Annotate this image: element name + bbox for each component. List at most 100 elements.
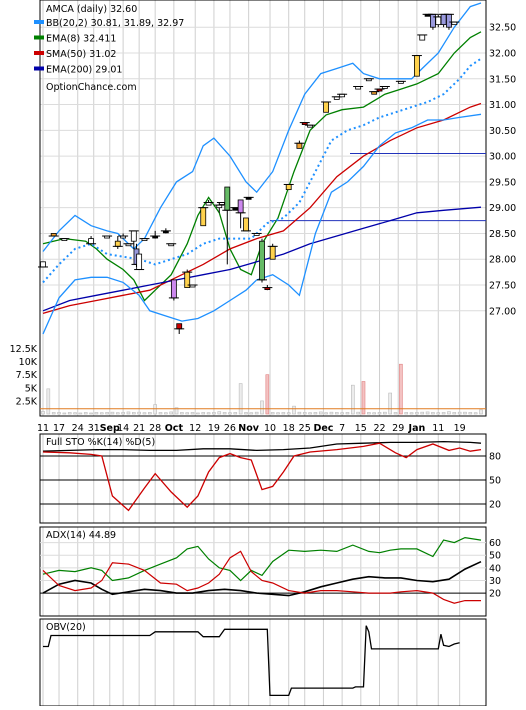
volume-bar xyxy=(318,411,323,415)
volume-bar xyxy=(164,412,168,415)
x-tick-label: Jan xyxy=(408,423,426,434)
price-tick-label: 27.50 xyxy=(489,281,516,292)
candle-body xyxy=(200,207,207,227)
price-panel-frame xyxy=(39,0,487,417)
series-line-bb-20-2-lower xyxy=(42,113,482,335)
adx-panel-frame xyxy=(39,526,487,617)
x-tick-label: 12 xyxy=(189,423,201,434)
candle-body xyxy=(446,13,452,28)
volume-bar xyxy=(409,412,414,415)
volume-bar xyxy=(415,412,419,415)
adx-tick-label: 20 xyxy=(489,589,501,600)
volume-bar xyxy=(297,411,302,415)
volume-bar xyxy=(67,412,72,415)
volume-bar xyxy=(457,411,462,415)
volume-bar xyxy=(132,412,136,415)
volume-bar xyxy=(436,412,441,415)
volume-bar xyxy=(73,412,77,415)
price-tick-label: 27.00 xyxy=(489,306,516,317)
volume-bar xyxy=(393,412,398,415)
volume-tick-label: 7.5K xyxy=(16,370,38,381)
x-tick-label: 21 xyxy=(133,423,145,434)
adx-tick-label: 50 xyxy=(489,551,501,562)
candle-body xyxy=(88,238,94,245)
candle-body xyxy=(323,101,329,113)
sto-k-line xyxy=(42,440,482,452)
volume-bar xyxy=(158,412,163,415)
volume-bar xyxy=(329,411,334,415)
x-tick-label: 22 xyxy=(373,423,385,434)
sto-tick-label: 80 xyxy=(489,452,501,463)
volume-bar xyxy=(260,400,264,415)
volume-bar xyxy=(137,411,141,415)
x-tick-label: 11 xyxy=(432,423,444,434)
volume-bar xyxy=(57,412,61,415)
volume-bar xyxy=(281,412,286,415)
price-tick-label: 31.00 xyxy=(489,100,516,111)
volume-bar xyxy=(334,412,339,415)
candle-body xyxy=(243,217,249,232)
volume-bars xyxy=(40,363,486,415)
volume-bar xyxy=(420,411,425,415)
x-tick-label: 29 xyxy=(392,423,404,434)
candle-body xyxy=(414,55,420,77)
candle-body xyxy=(170,279,177,299)
volume-bar xyxy=(185,412,190,415)
volume-bar xyxy=(340,412,344,415)
volume-bar xyxy=(180,412,184,415)
volume-bar xyxy=(126,411,131,415)
x-tick-label: Dec xyxy=(313,423,333,434)
price-tick-label: 30.50 xyxy=(489,126,516,137)
volume-bar xyxy=(324,412,328,415)
price-tick-label: 31.50 xyxy=(489,74,516,85)
volume-bar xyxy=(308,412,312,415)
volume-bar xyxy=(201,412,206,415)
volume-bar xyxy=(431,412,435,415)
x-tick-label: 24 xyxy=(72,423,84,434)
candle-body xyxy=(224,186,231,211)
chart-title: AMCA (daily) 32.60 xyxy=(46,4,137,15)
price-tick-label: 28.00 xyxy=(489,255,516,266)
candle-body xyxy=(430,13,436,28)
watermark-text: OptionChance.com xyxy=(46,82,137,93)
volume-bar xyxy=(302,412,307,415)
volume-bar xyxy=(222,412,227,415)
volume-bar xyxy=(89,412,93,415)
volume-bar xyxy=(244,412,248,415)
candle-body xyxy=(259,240,265,281)
volume-bar xyxy=(479,409,483,415)
legend-label: EMA(8) 32.411 xyxy=(46,34,116,45)
volume-bar xyxy=(377,412,382,415)
volume-bar xyxy=(121,412,125,415)
volume-bar xyxy=(276,412,280,415)
series-line-ema-200- xyxy=(42,206,482,312)
candle-body xyxy=(440,13,447,26)
candle-body xyxy=(285,184,292,191)
adx-line--di xyxy=(42,536,482,582)
candle-body xyxy=(136,253,143,270)
obv-title: OBV(20) xyxy=(46,622,86,633)
price-tick-label: 30.00 xyxy=(489,152,516,163)
x-tick-label: 25 xyxy=(299,423,311,434)
series-line-ema-8- xyxy=(42,31,482,302)
volume-tick-label: 5K xyxy=(25,383,38,394)
sto-tick-label: 50 xyxy=(489,476,501,487)
legend-swatch xyxy=(34,35,44,40)
volume-bar xyxy=(110,411,115,415)
sto-panel-frame xyxy=(39,433,487,524)
sto-tick-label: 20 xyxy=(489,500,501,511)
volume-bar xyxy=(115,412,120,415)
candle-body xyxy=(269,245,276,260)
legend-swatch xyxy=(34,20,44,24)
volume-bar xyxy=(78,412,83,415)
volume-bar xyxy=(425,411,430,415)
adx-title: ADX(14) 44.89 xyxy=(46,530,116,541)
legend-swatch xyxy=(34,51,44,55)
volume-bar xyxy=(233,412,238,415)
volume-bar xyxy=(383,411,387,415)
adx-line-adx xyxy=(42,560,482,597)
candle-body xyxy=(130,230,137,242)
volume-bar xyxy=(388,392,392,415)
price-tick-label: 32.50 xyxy=(489,23,516,34)
